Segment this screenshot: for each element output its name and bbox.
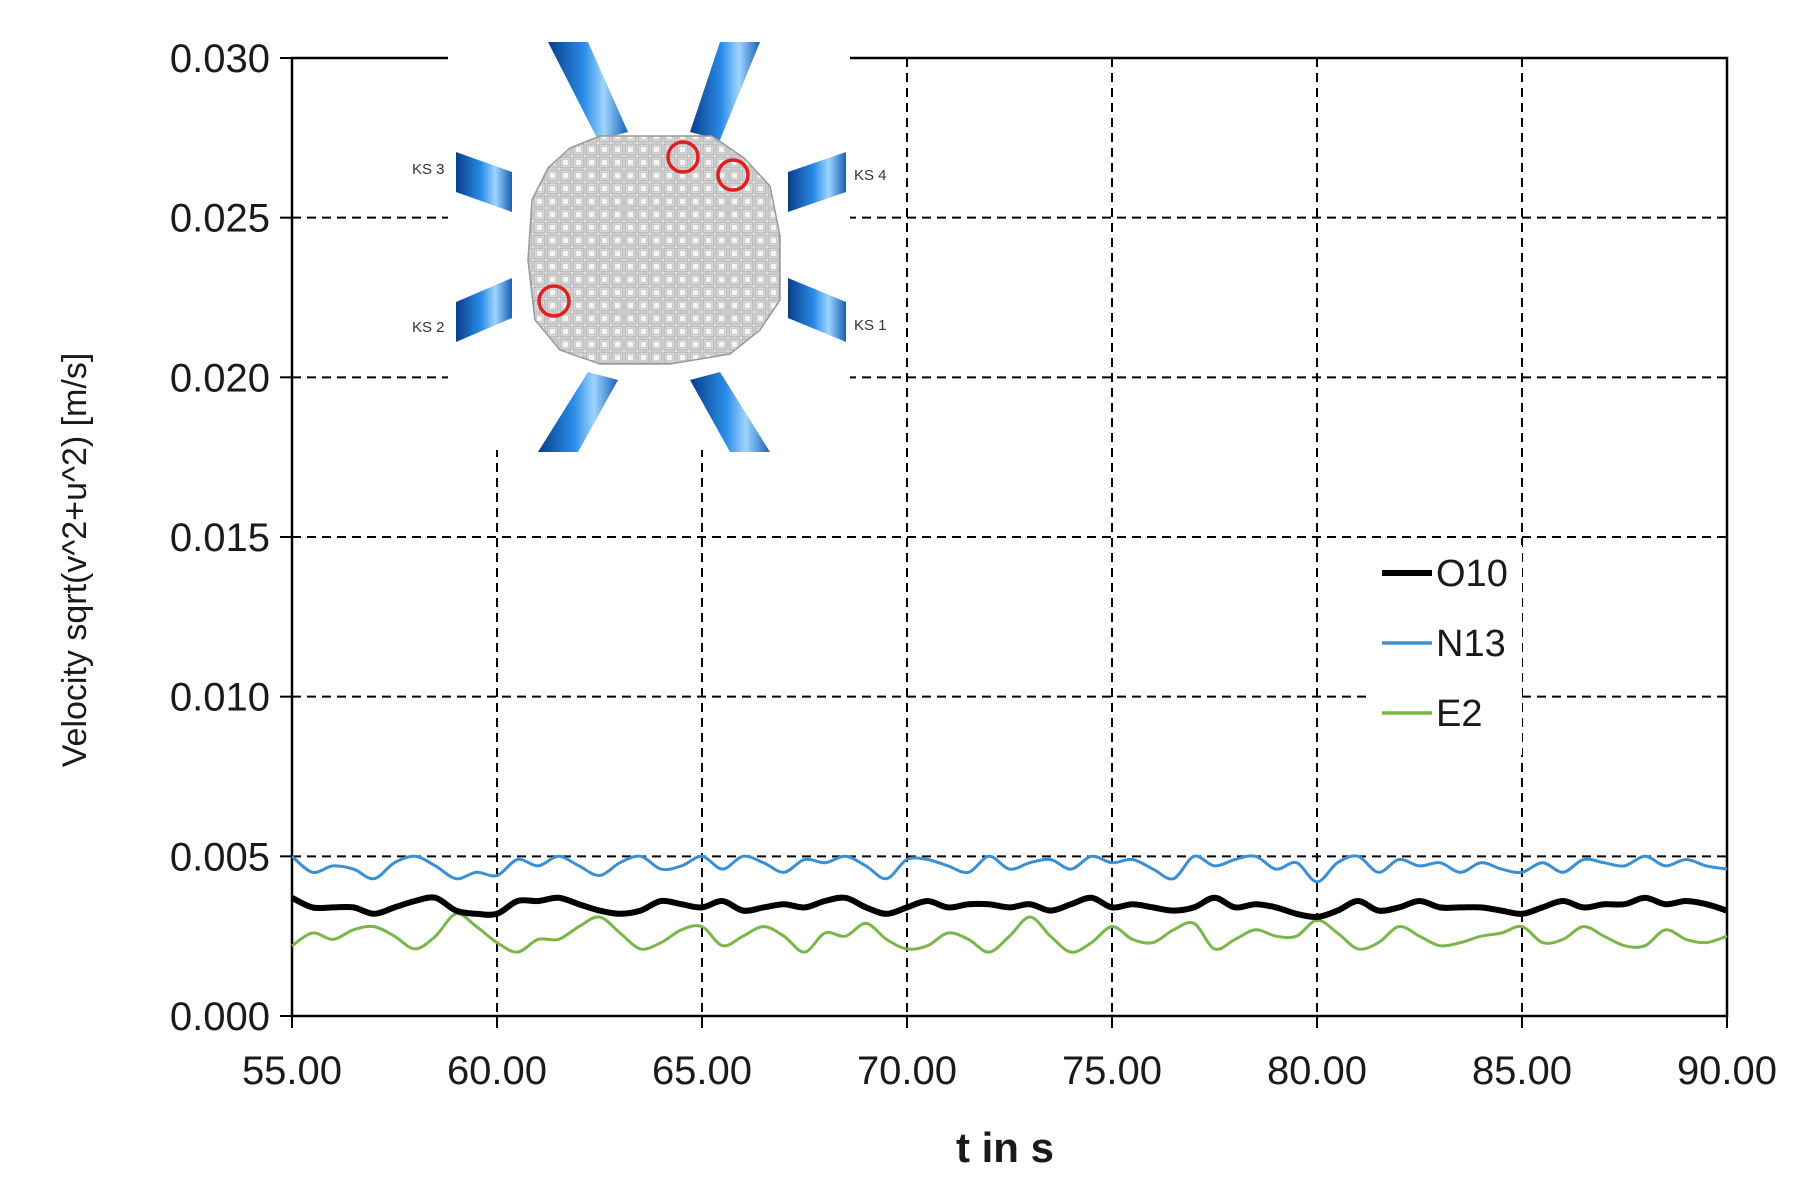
x-axis-label: t in s	[956, 1124, 1054, 1171]
x-tick-label: 90.00	[1677, 1049, 1777, 1093]
pipe-ks3	[456, 152, 512, 212]
y-tick-label: 0.010	[170, 676, 270, 720]
y-axis-label: Velocity sqrt(v^2+u^2) [m/s]	[56, 353, 94, 768]
inset-label-ks2: KS 2	[412, 319, 445, 336]
x-tick-label: 60.00	[447, 1049, 547, 1093]
legend-box	[1370, 545, 1522, 755]
legend-label-e2: E2	[1436, 693, 1482, 735]
x-tick-label: 75.00	[1062, 1049, 1162, 1093]
series-layer	[290, 854, 1728, 954]
x-tick-label: 85.00	[1472, 1049, 1572, 1093]
series-line-n13	[291, 854, 1728, 884]
y-tick-label: 0.000	[170, 995, 270, 1039]
y-tick-label: 0.030	[170, 37, 270, 81]
pipe-bottom-right	[690, 372, 770, 452]
pipe-top-right	[690, 42, 760, 140]
pipe-top-left	[548, 42, 628, 140]
x-tick-label: 80.00	[1267, 1049, 1367, 1093]
x-tick-label: 70.00	[857, 1049, 957, 1093]
fuel-assembly-grid	[527, 135, 781, 365]
measurement-marker	[537, 284, 571, 318]
series-line-e2	[291, 912, 1728, 954]
y-tick-label: 0.015	[170, 516, 270, 560]
pipe-ks2	[456, 278, 512, 342]
pipe-ks1	[788, 278, 846, 342]
y-tick-label: 0.020	[170, 356, 270, 400]
inset-label-ks1: KS 1	[854, 317, 887, 334]
x-tick-label: 55.00	[242, 1049, 342, 1093]
legend: O10 N13 E2	[1370, 545, 1522, 755]
x-tick-label: 65.00	[652, 1049, 752, 1093]
legend-label-n13: N13	[1436, 623, 1506, 665]
pipe-bottom-left	[538, 372, 618, 452]
measurement-marker	[666, 140, 700, 174]
y-tick-label: 0.005	[170, 835, 270, 879]
tick-labels: 0.000 0.005 0.010 0.015 0.020 0.025 0.030 55.00…	[170, 37, 1777, 1093]
y-tick-label: 0.025	[170, 197, 270, 241]
inset-label-ks3: KS 3	[412, 161, 445, 178]
series-line-o10	[290, 894, 1728, 921]
measurement-marker	[716, 158, 750, 192]
pipe-ks4	[788, 152, 846, 212]
core-layout-inset: KS 3 KS 4 KS 2 KS 1	[412, 38, 887, 452]
legend-label-o10: O10	[1436, 553, 1508, 595]
inset-label-ks4: KS 4	[854, 167, 887, 184]
